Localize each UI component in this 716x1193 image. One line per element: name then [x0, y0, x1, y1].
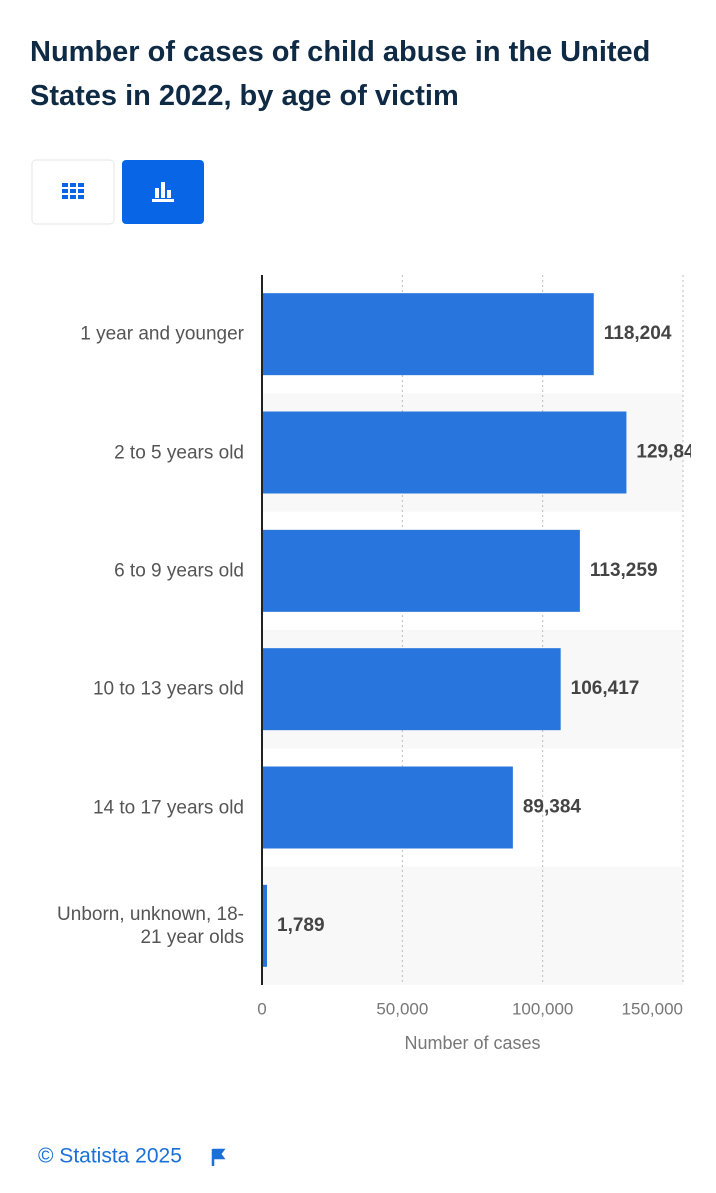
flag-icon [211, 1148, 226, 1166]
value-label: 118,204 [604, 323, 672, 344]
bar [262, 411, 627, 494]
y-tick-label: 2 to 5 years old [114, 442, 244, 463]
value-label: 106,417 [571, 678, 640, 699]
y-tick-label: 14 to 17 years old [92, 797, 244, 818]
chart-icon [152, 182, 174, 202]
value-label: 129,840 [636, 442, 705, 463]
bar [262, 648, 561, 731]
y-tick-label: 1 year and younger [80, 323, 244, 345]
value-label: 89,384 [523, 797, 582, 818]
x-axis-title: Number of cases [404, 1033, 540, 1053]
bar [262, 529, 580, 612]
table-icon [62, 183, 84, 199]
x-tick-label: 100,000 [512, 999, 573, 1018]
y-tick-label: 6 to 9 years old [114, 560, 244, 582]
x-tick-label: 0 [257, 999, 266, 1018]
bar [262, 766, 513, 849]
source: © Statista 2025 [38, 1145, 182, 1168]
edge-mask [691, 275, 716, 985]
x-tick-label: 150,000 [622, 999, 683, 1018]
y-tick-label: 10 to 13 years old [92, 678, 244, 700]
y-tick-label: Unborn, unknown, 18-21 year olds [57, 903, 244, 948]
x-tick-label: 50,000 [376, 999, 428, 1018]
value-label: 113,259 [590, 560, 658, 581]
value-label: 1,789 [277, 915, 325, 936]
row-band [262, 866, 683, 985]
chart-title: Number of cases of child abuse in the Un… [30, 36, 651, 112]
bar [262, 293, 594, 376]
bar [262, 884, 268, 967]
